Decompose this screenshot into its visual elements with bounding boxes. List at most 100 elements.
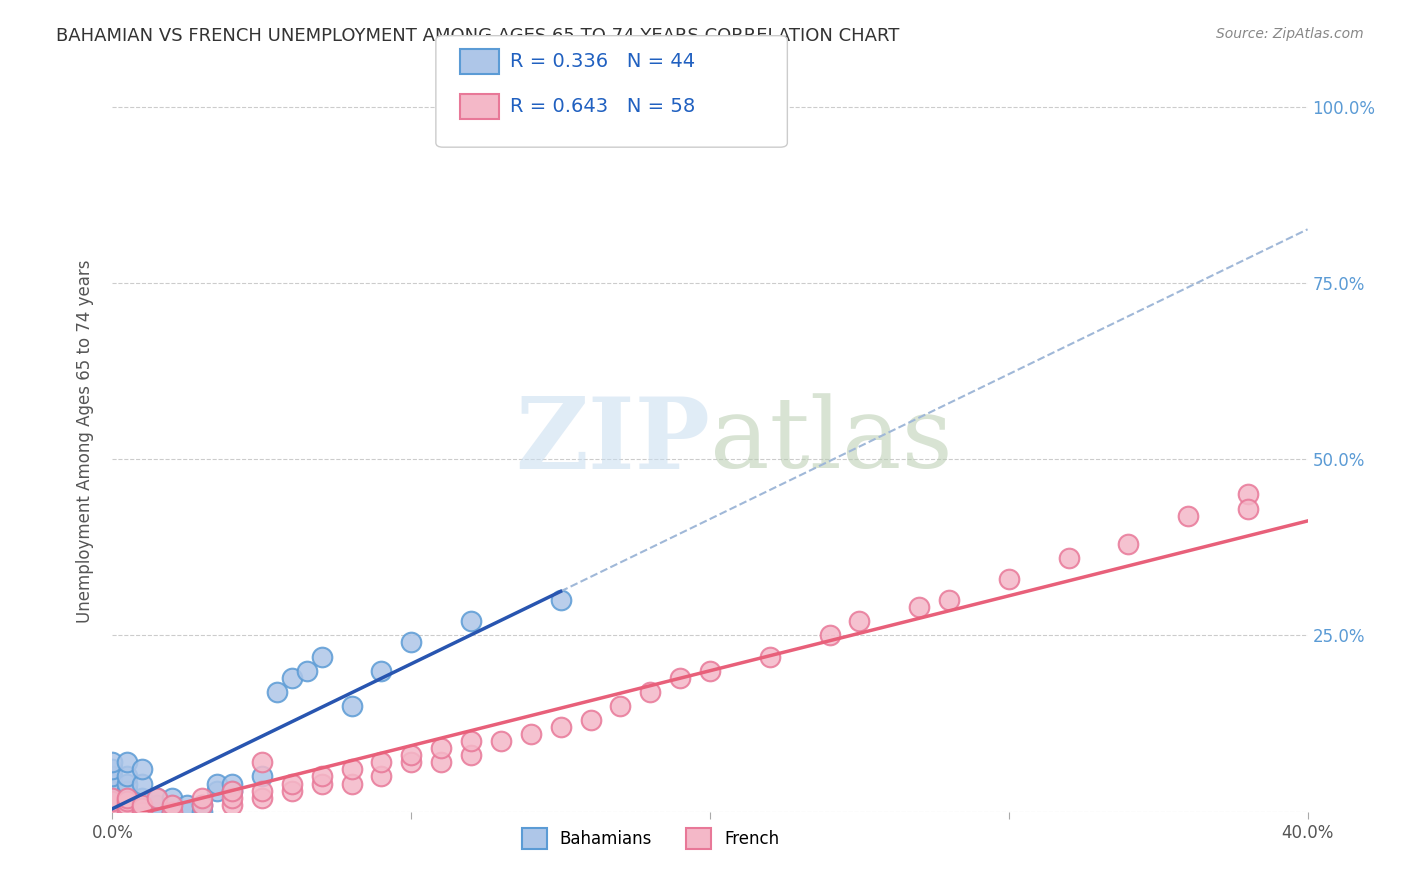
Point — [759, 649, 782, 664]
Point — [176, 805, 198, 819]
Point — [101, 790, 124, 805]
Point — [609, 698, 631, 713]
Point — [131, 797, 153, 812]
Point — [117, 783, 139, 797]
Point — [250, 783, 273, 797]
Point — [146, 790, 169, 805]
Point — [117, 790, 139, 805]
Y-axis label: Unemployment Among Ages 65 to 74 years: Unemployment Among Ages 65 to 74 years — [76, 260, 94, 624]
Point — [848, 615, 870, 629]
Point — [340, 698, 363, 713]
Point — [430, 741, 453, 756]
Point — [1118, 537, 1140, 551]
Point — [998, 572, 1021, 586]
Point — [117, 797, 139, 812]
Point — [101, 769, 124, 783]
Point — [818, 628, 841, 642]
Point — [550, 720, 572, 734]
Point — [1057, 550, 1080, 565]
Point — [401, 756, 423, 770]
Text: BAHAMIAN VS FRENCH UNEMPLOYMENT AMONG AGES 65 TO 74 YEARS CORRELATION CHART: BAHAMIAN VS FRENCH UNEMPLOYMENT AMONG AG… — [56, 27, 900, 45]
Point — [146, 797, 169, 812]
Point — [101, 783, 124, 797]
Text: R = 0.643   N = 58: R = 0.643 N = 58 — [510, 96, 696, 116]
Text: atlas: atlas — [710, 393, 953, 490]
Point — [579, 713, 602, 727]
Point — [101, 797, 124, 812]
Point — [191, 797, 214, 812]
Point — [1237, 501, 1260, 516]
Point — [401, 635, 423, 649]
Point — [640, 685, 662, 699]
Point — [370, 756, 392, 770]
Point — [101, 790, 124, 805]
Point — [205, 783, 228, 797]
Point — [176, 797, 198, 812]
Point — [101, 756, 124, 770]
Point — [131, 805, 153, 819]
Point — [460, 615, 482, 629]
Point — [131, 801, 153, 815]
Point — [311, 769, 333, 783]
Point — [191, 797, 214, 812]
Point — [221, 783, 243, 797]
Point — [117, 756, 139, 770]
Point — [162, 805, 183, 819]
Point — [430, 756, 453, 770]
Point — [250, 756, 273, 770]
Point — [401, 748, 423, 763]
Point — [131, 763, 153, 777]
Point — [162, 797, 183, 812]
Point — [146, 790, 169, 805]
Point — [311, 649, 333, 664]
Point — [117, 794, 139, 808]
Point — [221, 790, 243, 805]
Point — [191, 790, 214, 805]
Point — [266, 685, 288, 699]
Point — [669, 671, 692, 685]
Point — [117, 801, 139, 815]
Point — [101, 794, 124, 808]
Point — [101, 797, 124, 812]
Point — [117, 797, 139, 812]
Point — [191, 805, 214, 819]
Point — [117, 805, 139, 819]
Point — [250, 790, 273, 805]
Point — [101, 805, 124, 819]
Point — [295, 664, 318, 678]
Point — [221, 797, 243, 812]
Point — [250, 769, 273, 783]
Point — [340, 776, 363, 790]
Point — [131, 790, 153, 805]
Point — [131, 797, 153, 812]
Point — [131, 805, 153, 819]
Point — [370, 664, 392, 678]
Point — [460, 748, 482, 763]
Point — [460, 734, 482, 748]
Point — [101, 763, 124, 777]
Point — [281, 776, 304, 790]
Point — [131, 776, 153, 790]
Text: R = 0.336   N = 44: R = 0.336 N = 44 — [510, 52, 696, 71]
Point — [938, 593, 960, 607]
Legend: Bahamians, French: Bahamians, French — [515, 822, 786, 855]
Point — [311, 776, 333, 790]
Point — [340, 763, 363, 777]
Point — [370, 769, 392, 783]
Point — [117, 776, 139, 790]
Point — [117, 769, 139, 783]
Point — [221, 783, 243, 797]
Point — [281, 671, 304, 685]
Point — [489, 734, 512, 748]
Point — [1237, 487, 1260, 501]
Point — [520, 727, 543, 741]
Point — [117, 790, 139, 805]
Text: ZIP: ZIP — [515, 393, 710, 490]
Point — [205, 776, 228, 790]
Point — [146, 805, 169, 819]
Point — [699, 664, 721, 678]
Point — [101, 801, 124, 815]
Point — [162, 797, 183, 812]
Point — [221, 776, 243, 790]
Text: Source: ZipAtlas.com: Source: ZipAtlas.com — [1216, 27, 1364, 41]
